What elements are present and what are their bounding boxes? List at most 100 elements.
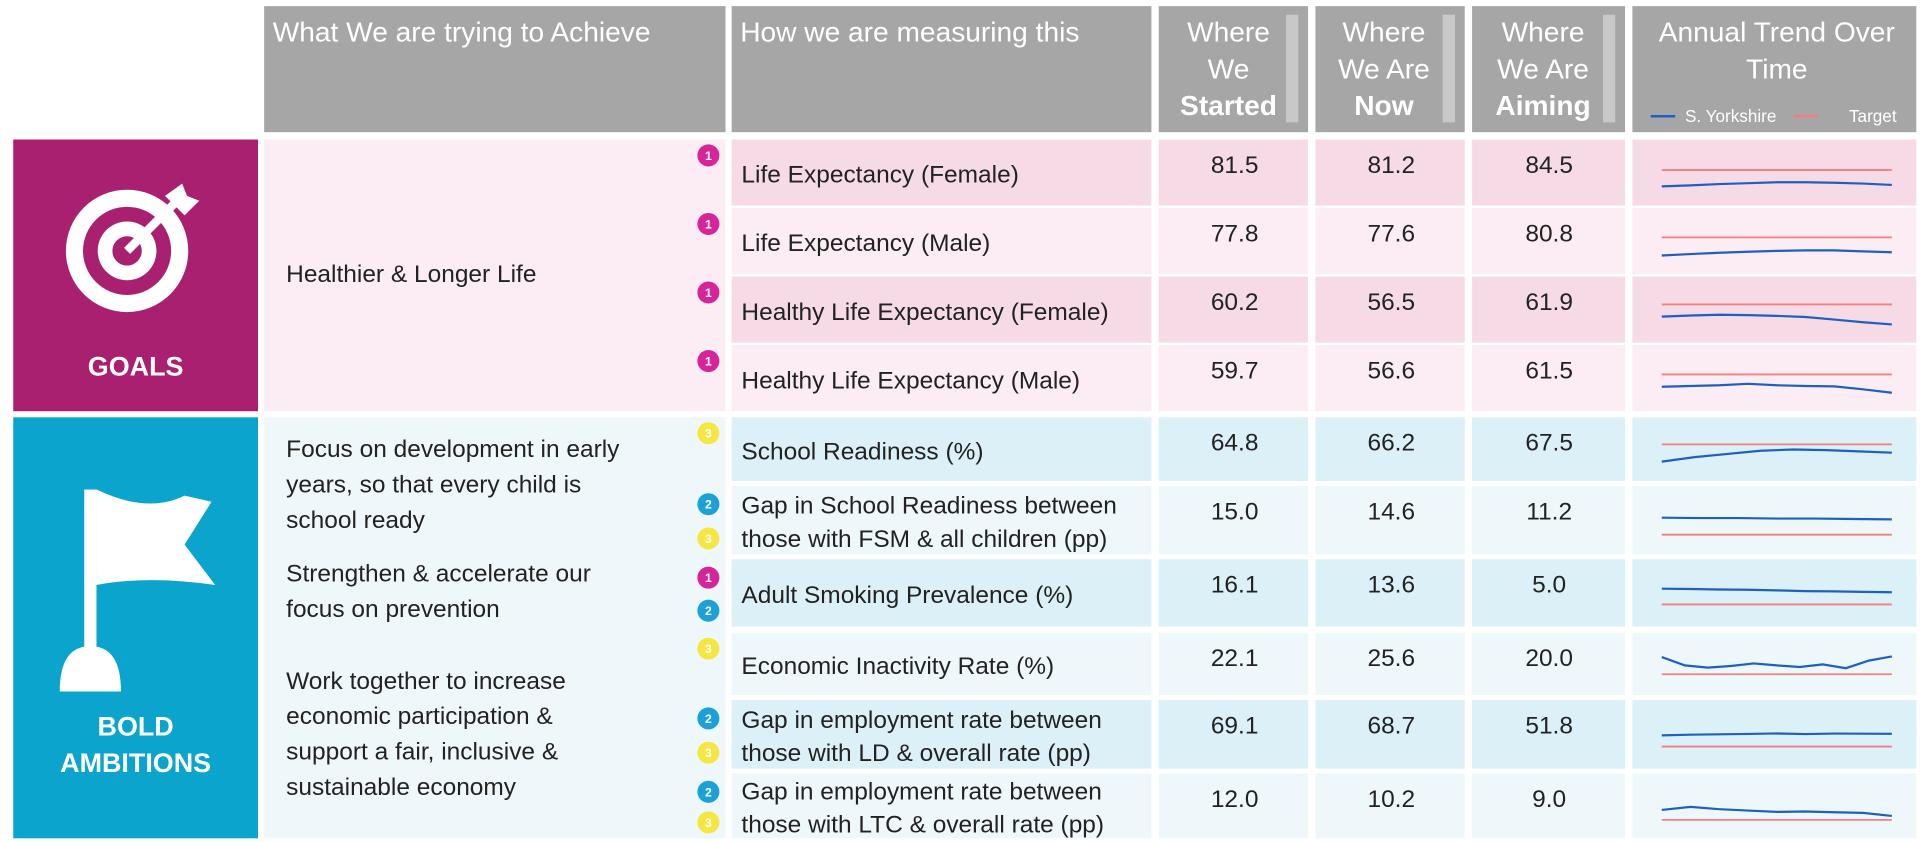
header-cell <box>1158 6 1309 133</box>
row-cell <box>731 276 1152 343</box>
row-cell <box>731 559 1152 627</box>
badge <box>697 212 720 235</box>
header-text: We Are <box>1338 53 1430 84</box>
badge <box>697 281 720 304</box>
row-cell <box>1315 208 1465 275</box>
trend-line <box>1661 587 1892 594</box>
badge <box>697 527 720 550</box>
header-cell <box>1315 6 1465 133</box>
value-text: 68.7 <box>1367 712 1415 739</box>
row-cell <box>1315 345 1465 412</box>
measure-text: Healthy Life Expectancy (Male) <box>741 367 1080 394</box>
row-cell <box>1472 417 1626 481</box>
row-cell <box>1158 700 1309 769</box>
header-text: How we are measuring this <box>740 17 1079 48</box>
badge <box>697 144 720 167</box>
value-text: 25.6 <box>1367 645 1415 672</box>
row-cell <box>1315 276 1465 343</box>
measure-text: those with LTC & overall rate (pp) <box>741 812 1104 839</box>
value-text: 61.9 <box>1525 289 1573 316</box>
row-cell <box>1158 276 1309 343</box>
value-text: 66.2 <box>1367 430 1415 457</box>
header-text: What We are trying to Achieve <box>273 17 651 48</box>
value-text: 56.6 <box>1367 358 1415 385</box>
aim-text: sustainable economy <box>286 774 517 801</box>
aim-column <box>264 417 726 839</box>
trend-line <box>1661 313 1892 326</box>
header-text: Where <box>1502 17 1585 48</box>
measure-text: Economic Inactivity Rate (%) <box>741 653 1054 680</box>
row-cell <box>1472 773 1626 839</box>
row-cell <box>1472 139 1626 206</box>
section-label: BOLD <box>98 711 174 741</box>
header-text: Annual Trend Over <box>1659 17 1895 48</box>
section-label: AMBITIONS <box>60 748 211 778</box>
badge <box>697 422 720 445</box>
row-cell <box>731 208 1152 275</box>
aim-text: years, so that every child is <box>286 471 581 498</box>
value-text: 81.5 <box>1211 152 1259 179</box>
flag-icon <box>96 489 216 585</box>
badge <box>697 741 720 764</box>
value-text: 22.1 <box>1211 645 1259 672</box>
header-cell <box>264 6 726 133</box>
target-icon <box>124 200 178 254</box>
aim-text: focus on prevention <box>286 596 500 623</box>
value-text: 51.8 <box>1525 712 1573 739</box>
aim-text: economic participation & <box>286 703 553 730</box>
badge-text: 2 <box>705 712 712 726</box>
section-panel <box>13 417 259 839</box>
section-label: GOALS <box>88 351 184 381</box>
value-text: 77.8 <box>1211 220 1259 247</box>
header-text: Now <box>1354 90 1413 121</box>
aim-text: Work together to increase <box>286 668 566 695</box>
row-cell <box>731 632 1152 696</box>
header-text: Aiming <box>1495 90 1590 121</box>
row-cell <box>1315 632 1465 696</box>
scroll-strip <box>1286 14 1299 123</box>
value-text: 59.7 <box>1211 358 1259 385</box>
row-cell <box>1315 773 1465 839</box>
badge-text: 3 <box>705 746 712 760</box>
value-text: 60.2 <box>1211 289 1259 316</box>
value-text: 84.5 <box>1525 152 1573 179</box>
row-cell <box>1472 632 1626 696</box>
trend-line <box>1661 655 1893 670</box>
header-text: Where <box>1187 17 1270 48</box>
row-cell <box>1632 773 1917 839</box>
badge-text: 3 <box>705 642 712 656</box>
row-cell <box>1158 208 1309 275</box>
row-cell <box>1472 208 1626 275</box>
scroll-strip <box>1603 14 1616 123</box>
aim-text: Healthier & Longer Life <box>286 261 536 288</box>
badge-text: 3 <box>705 816 712 830</box>
measure-text: Life Expectancy (Male) <box>741 230 990 257</box>
value-text: 20.0 <box>1525 645 1573 672</box>
value-text: 77.6 <box>1367 220 1415 247</box>
target-icon <box>165 183 200 216</box>
badge <box>697 350 720 373</box>
trend-line <box>1661 516 1892 521</box>
aim-column <box>264 139 726 412</box>
value-text: 9.0 <box>1532 786 1566 813</box>
badge <box>697 780 720 803</box>
row-cell <box>1158 773 1309 839</box>
row-cell <box>1315 559 1465 627</box>
trend-line <box>1661 181 1892 188</box>
header-text: Time <box>1746 53 1807 84</box>
header-text: We Are <box>1497 53 1589 84</box>
row-cell <box>1158 345 1309 412</box>
trend-line <box>1661 448 1892 463</box>
row-cell <box>1632 208 1917 275</box>
row-cell <box>1158 632 1309 696</box>
legend-label: Target <box>1849 106 1897 126</box>
row-cell <box>731 773 1152 839</box>
badge-text: 3 <box>705 532 712 546</box>
header-text: Where <box>1343 17 1426 48</box>
value-text: 10.2 <box>1367 786 1415 813</box>
badge-text: 1 <box>705 149 712 163</box>
measure-text: those with LD & overall rate (pp) <box>741 740 1091 767</box>
value-text: 61.5 <box>1525 358 1573 385</box>
measure-text: Life Expectancy (Female) <box>741 162 1018 189</box>
